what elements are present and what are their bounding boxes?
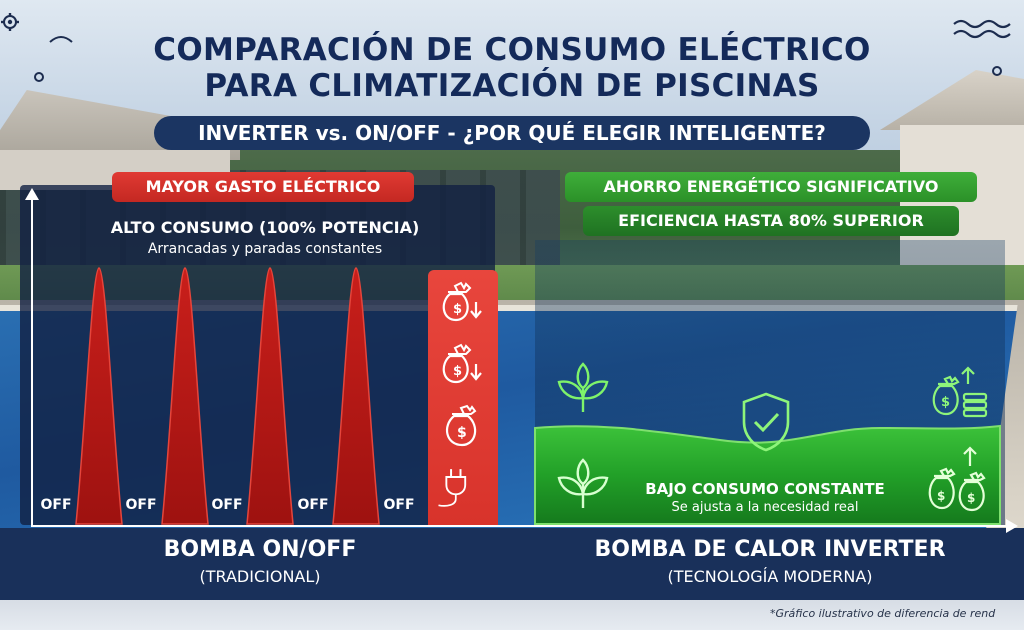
plug-icon xyxy=(438,469,467,507)
consumption-spike xyxy=(246,267,294,525)
subtitle-banner: INVERTER vs. ON/OFF - ¿POR QUÉ ELEGIR IN… xyxy=(154,116,870,150)
footnote: *Gráfico ilustrativo de diferencia de re… xyxy=(770,607,996,620)
inverter-pump-title: BOMBA DE CALOR INVERTER xyxy=(594,537,946,562)
onoff-pump-title: BOMBA ON/OFF xyxy=(163,537,357,562)
title-line-2: PARA CLIMATIZACIÓN DE PISCINAS xyxy=(204,68,820,104)
off-label: OFF xyxy=(297,497,329,513)
waves-icon xyxy=(953,19,1011,39)
money-bag-down-icon: $ xyxy=(442,281,482,322)
low-consumption-subheading: Se ajusta a la necesidad real xyxy=(671,500,859,515)
off-label: OFF xyxy=(40,497,72,513)
x-axis-arrow xyxy=(1006,519,1018,533)
onoff-pump-subtitle: (TRADICIONAL) xyxy=(199,567,321,586)
high-cost-badge: MAYOR GASTO ELÉCTRICO xyxy=(112,172,414,202)
off-label: OFF xyxy=(211,497,243,513)
leaf-icon xyxy=(557,362,609,412)
page-title: COMPARACIÓN DE CONSUMO ELÉCTRICO PARA CL… xyxy=(0,32,1024,104)
off-label: OFF xyxy=(383,497,415,513)
x-axis xyxy=(31,525,1006,527)
consumption-spike xyxy=(75,267,123,525)
footer-strip xyxy=(0,600,1024,630)
gear-icon xyxy=(1,13,19,31)
shield-check-icon xyxy=(742,392,790,452)
energy-savings-badge: AHORRO ENERGÉTICO SIGNIFICATIVO xyxy=(565,172,977,202)
money-bag-down-icon: $ xyxy=(442,343,482,384)
low-consumption-heading: BAJO CONSUMO CONSTANTE xyxy=(645,480,885,498)
leaf-icon xyxy=(557,458,609,508)
consumption-spike xyxy=(161,267,209,525)
money-stack-up-icon: $ xyxy=(932,366,988,418)
efficiency-badge: EFICIENCIA HASTA 80% SUPERIOR xyxy=(583,206,959,236)
svg-text:$: $ xyxy=(453,302,462,317)
svg-text:$: $ xyxy=(457,425,467,441)
svg-text:$: $ xyxy=(937,489,945,503)
svg-text:$: $ xyxy=(941,395,950,410)
decor-circle xyxy=(34,72,44,82)
cloud-arc-icon xyxy=(49,36,73,43)
bottom-label-bar xyxy=(0,528,1024,600)
y-axis-arrow xyxy=(25,188,39,200)
money-bags-up-icon: $ $ xyxy=(928,446,986,512)
constant-consumption-wave xyxy=(534,424,1001,525)
title-line-1: COMPARACIÓN DE CONSUMO ELÉCTRICO xyxy=(153,32,871,68)
svg-text:$: $ xyxy=(967,491,975,505)
y-axis xyxy=(31,196,33,526)
cost-icon-column: $ $ $ xyxy=(428,270,498,525)
high-consumption-subheading: Arrancadas y paradas constantes xyxy=(147,241,383,257)
off-label: OFF xyxy=(125,497,157,513)
money-bag-icon: $ xyxy=(445,404,477,447)
svg-text:$: $ xyxy=(453,364,462,379)
high-consumption-heading: ALTO CONSUMO (100% POTENCIA) xyxy=(110,218,420,237)
consumption-spike xyxy=(332,267,380,525)
decor-circle xyxy=(992,66,1002,76)
inverter-pump-subtitle: (TECNOLOGÍA MODERNA) xyxy=(667,567,873,586)
